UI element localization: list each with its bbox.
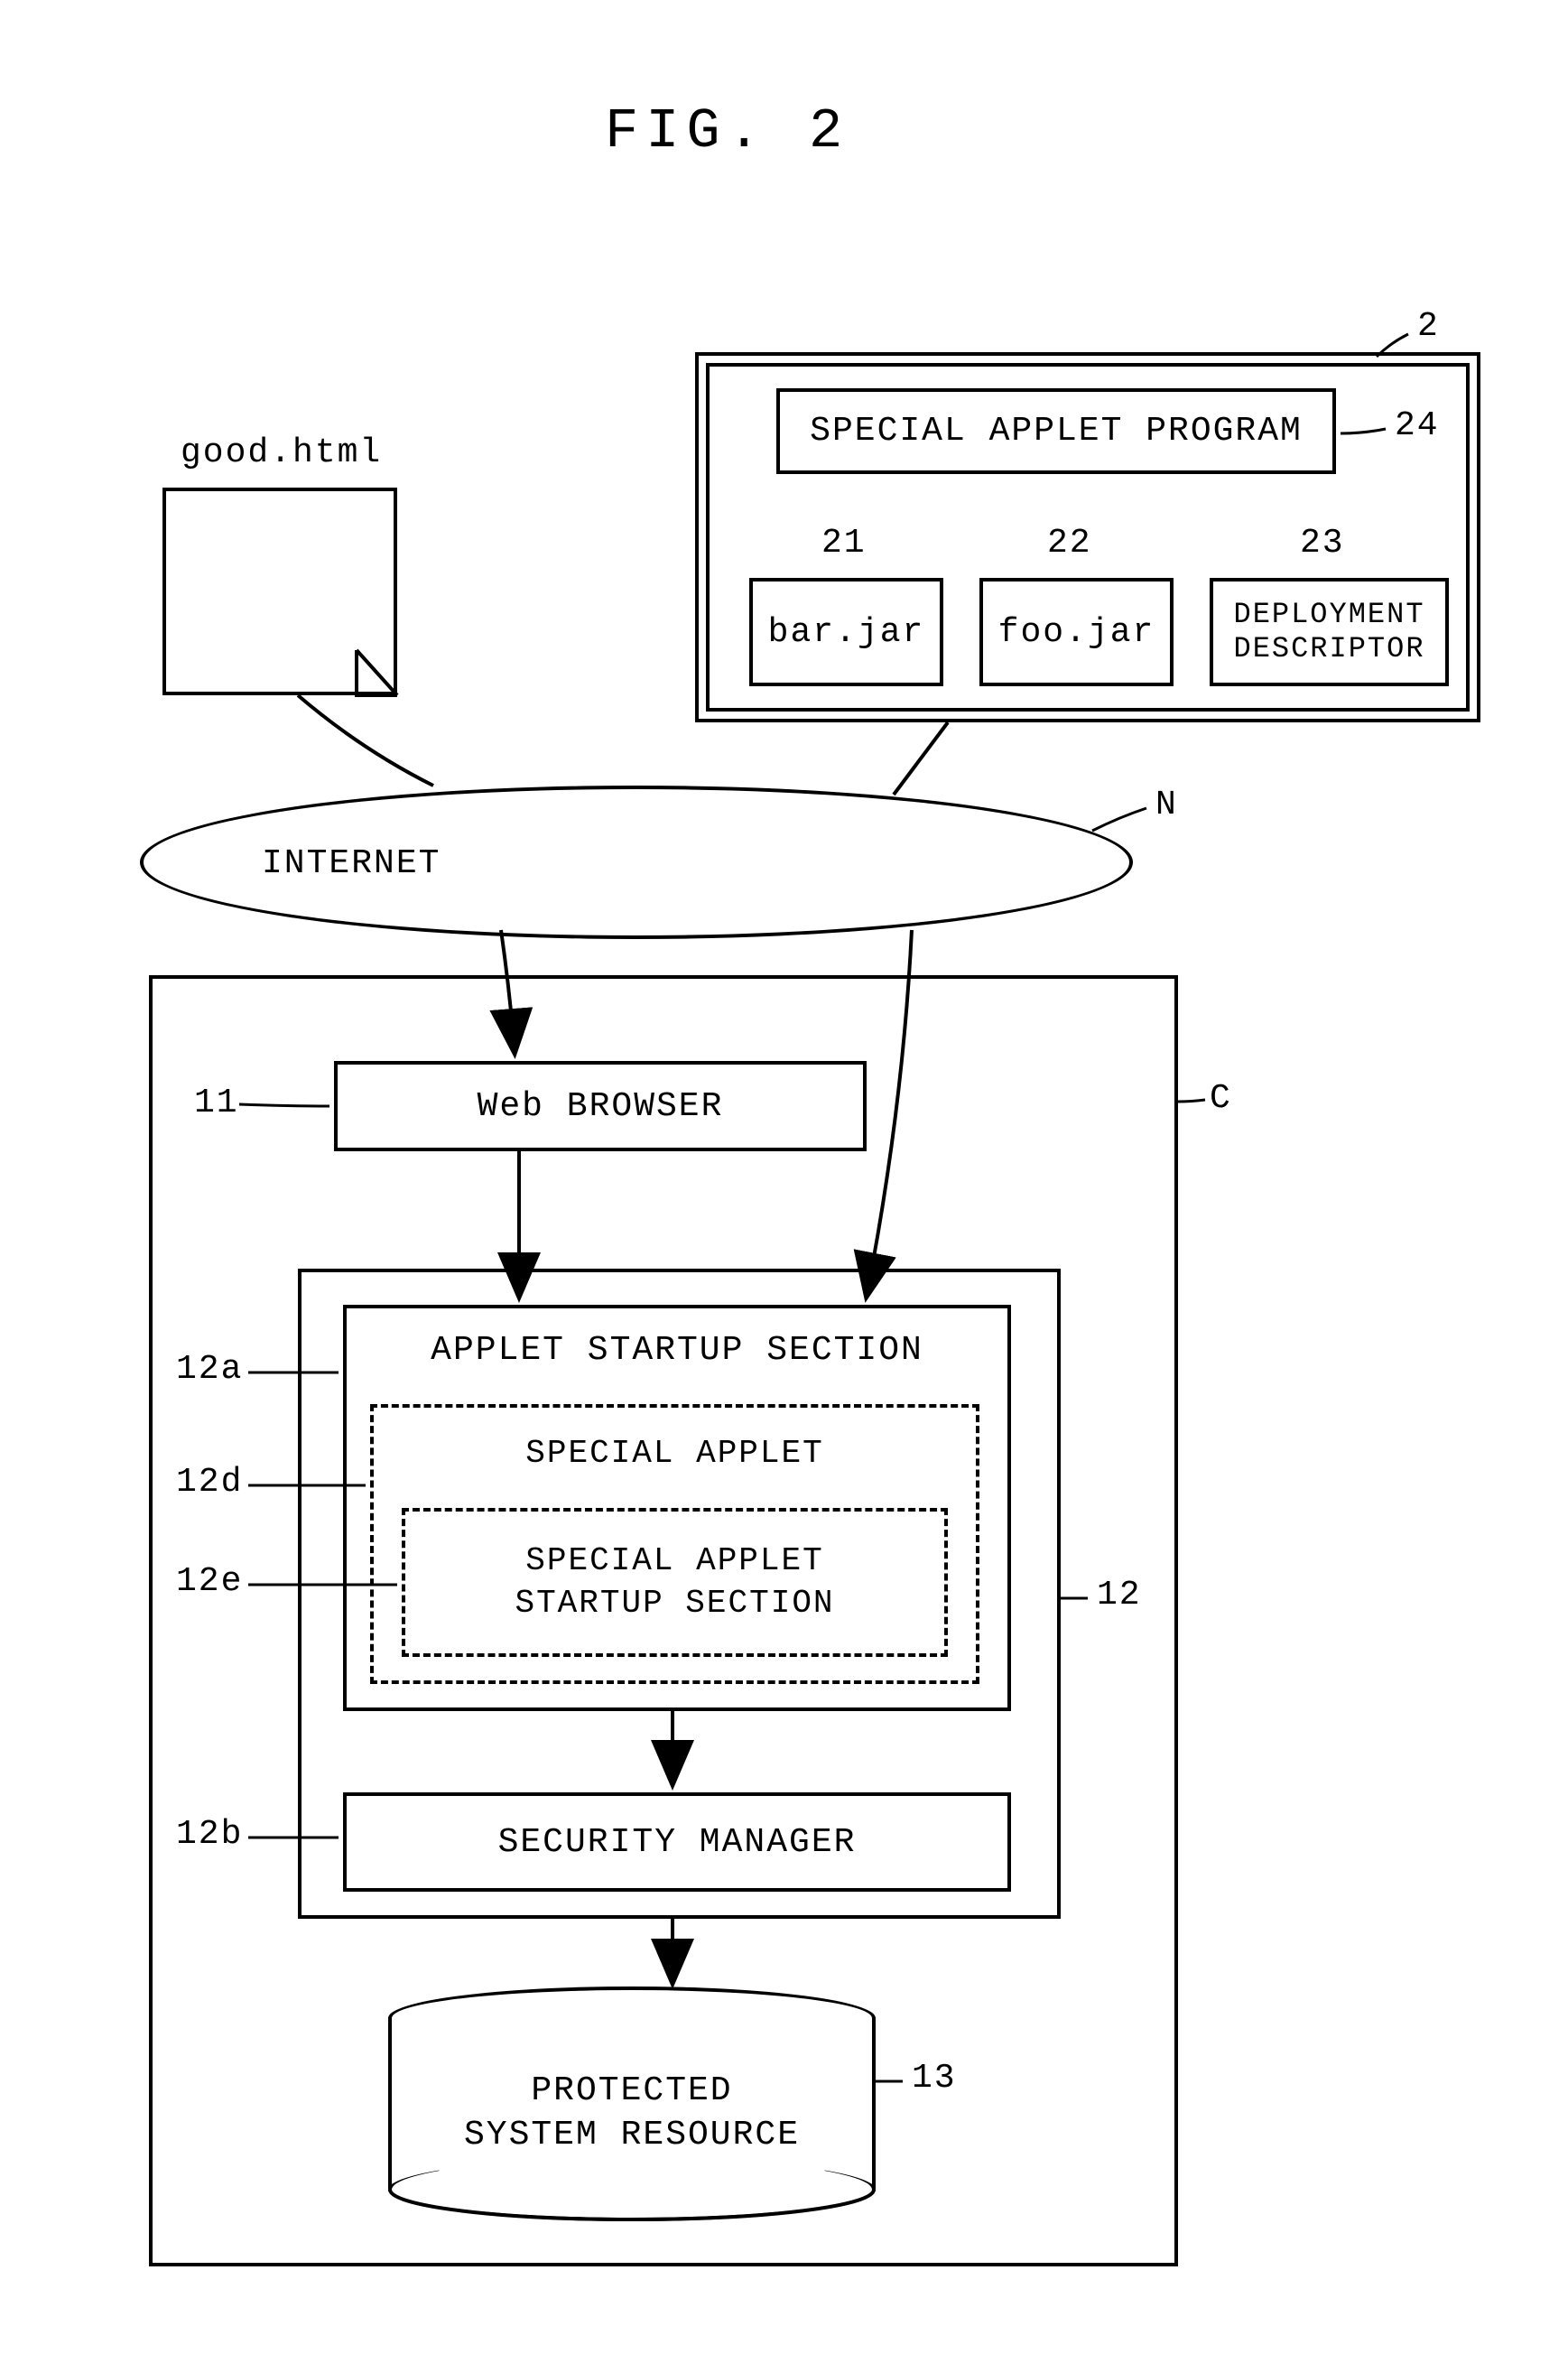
protected-system-resource-label: PROTECTED SYSTEM RESOURCE (464, 2069, 800, 2158)
applet-startup-section-label: APPLET STARTUP SECTION (347, 1331, 1007, 1370)
ref-C: C (1210, 1079, 1232, 1118)
ref-12e: 12e (176, 1562, 243, 1601)
bar-jar-label: bar.jar (768, 613, 925, 652)
special-applet-program-label: SPECIAL APPLET PROGRAM (810, 412, 1303, 451)
html-file-icon (162, 488, 397, 695)
security-manager-box: SECURITY MANAGER (343, 1792, 1011, 1892)
ref-24: 24 (1395, 406, 1440, 445)
ref-12a: 12a (176, 1350, 243, 1389)
internet-label: INTERNET (262, 844, 441, 883)
protected-system-resource-cylinder: PROTECTED SYSTEM RESOURCE (388, 1986, 876, 2221)
special-applet-startup-section-label: SPECIAL APPLET STARTUP SECTION (515, 1540, 834, 1625)
figure-title: FIG. 2 (605, 99, 849, 163)
ref-12b: 12b (176, 1815, 243, 1854)
special-applet-program-box: SPECIAL APPLET PROGRAM (776, 388, 1336, 474)
special-applet-label: SPECIAL APPLET (374, 1435, 976, 1472)
ref-23: 23 (1300, 524, 1345, 563)
ref-12: 12 (1097, 1576, 1142, 1614)
web-browser-label: Web BROWSER (478, 1087, 724, 1126)
ref-N: N (1155, 786, 1178, 824)
ref-13: 13 (912, 2059, 957, 2098)
ref-12d: 12d (176, 1463, 243, 1502)
special-applet-startup-section-box: SPECIAL APPLET STARTUP SECTION (402, 1508, 948, 1657)
deployment-descriptor-label: DEPLOYMENT DESCRIPTOR (1233, 598, 1424, 667)
deployment-descriptor-box: DEPLOYMENT DESCRIPTOR (1210, 578, 1449, 686)
file-name-label: good.html (181, 433, 382, 472)
cylinder-bottom-arc (388, 2158, 876, 2221)
ref-2: 2 (1417, 307, 1440, 346)
ref-11: 11 (194, 1084, 239, 1122)
ref-21: 21 (821, 524, 867, 563)
foo-jar-label: foo.jar (998, 613, 1155, 652)
ref-22: 22 (1047, 524, 1092, 563)
foo-jar-box: foo.jar (979, 578, 1174, 686)
bar-jar-box: bar.jar (749, 578, 943, 686)
security-manager-label: SECURITY MANAGER (498, 1823, 857, 1862)
web-browser-box: Web BROWSER (334, 1061, 867, 1151)
